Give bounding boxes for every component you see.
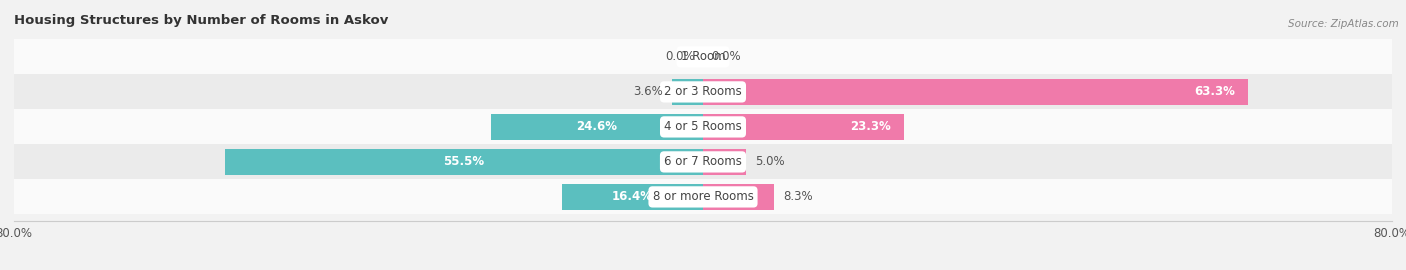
Text: 8.3%: 8.3%: [783, 190, 813, 203]
Bar: [14, 39, 1392, 75]
Text: 6 or 7 Rooms: 6 or 7 Rooms: [664, 156, 742, 168]
Bar: [14, 75, 1392, 109]
Bar: [703, 184, 775, 210]
Text: Housing Structures by Number of Rooms in Askov: Housing Structures by Number of Rooms in…: [14, 14, 388, 27]
Bar: [703, 149, 747, 174]
Text: 63.3%: 63.3%: [1194, 85, 1236, 98]
Text: 3.6%: 3.6%: [634, 85, 664, 98]
Text: 0.0%: 0.0%: [665, 50, 695, 63]
Text: 16.4%: 16.4%: [612, 190, 652, 203]
Bar: [703, 114, 904, 140]
Text: 4 or 5 Rooms: 4 or 5 Rooms: [664, 120, 742, 133]
Text: Source: ZipAtlas.com: Source: ZipAtlas.com: [1288, 19, 1399, 29]
Bar: [14, 144, 1392, 179]
Text: 23.3%: 23.3%: [851, 120, 891, 133]
Text: 24.6%: 24.6%: [576, 120, 617, 133]
Text: 2 or 3 Rooms: 2 or 3 Rooms: [664, 85, 742, 98]
Bar: [225, 149, 703, 174]
Text: 5.0%: 5.0%: [755, 156, 785, 168]
Bar: [14, 109, 1392, 144]
Text: 8 or more Rooms: 8 or more Rooms: [652, 190, 754, 203]
Bar: [14, 179, 1392, 214]
Bar: [491, 114, 703, 140]
Bar: [672, 79, 703, 104]
Bar: [562, 184, 703, 210]
Bar: [703, 79, 1249, 104]
Text: 55.5%: 55.5%: [443, 156, 485, 168]
Text: 1 Room: 1 Room: [681, 50, 725, 63]
Text: 0.0%: 0.0%: [711, 50, 741, 63]
